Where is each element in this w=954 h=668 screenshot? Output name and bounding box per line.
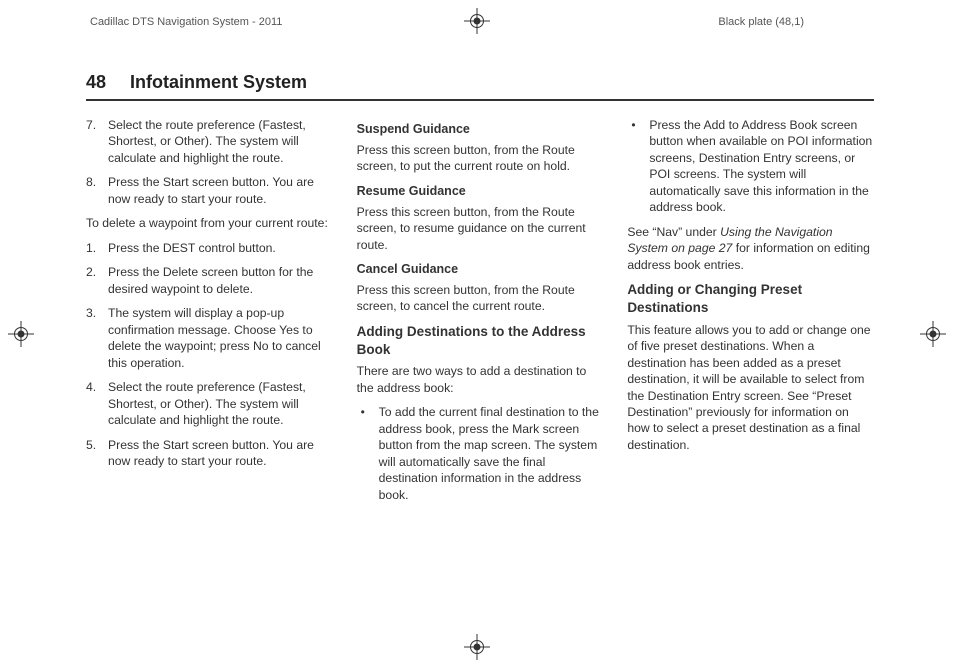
list-number: 4. (86, 379, 104, 395)
list-number: 8. (86, 174, 104, 190)
heading-cancel-guidance: Cancel Guidance (357, 261, 604, 278)
paragraph: There are two ways to add a destination … (357, 363, 604, 396)
body-columns: 7.Select the route preference (Fastest, … (86, 117, 874, 511)
register-mark-icon (464, 634, 490, 660)
list-item: Press the Add to Address Book screen but… (627, 117, 874, 216)
bullet-list-add-address-continued: Press the Add to Address Book screen but… (627, 117, 874, 216)
list-item: To add the current final destination to … (357, 404, 604, 503)
block-add-address-book: Adding Destinations to the Address Book … (357, 323, 604, 503)
page-number: 48 (86, 72, 106, 93)
list-item: 4.Select the route preference (Fastest, … (86, 379, 333, 428)
block-cancel-guidance: Cancel Guidance Press this screen button… (357, 261, 604, 315)
register-mark-icon (8, 321, 34, 347)
list-text: Press the Add to Address Book screen but… (649, 118, 872, 214)
heading-add-address-book: Adding Destinations to the Address Book (357, 323, 604, 359)
block-suspend-guidance: Suspend Guidance Press this screen butto… (357, 121, 604, 175)
page: Cadillac DTS Navigation System - 2011 Bl… (0, 0, 954, 668)
paragraph-see-nav: See “Nav” under Using the Navigation Sys… (627, 224, 874, 273)
list-text: To add the current final destination to … (379, 405, 599, 501)
text: See “Nav” under (627, 225, 720, 239)
list-number: 3. (86, 305, 104, 321)
bullet-list-add-address: To add the current final destination to … (357, 404, 604, 503)
list-item: 8.Press the Start screen button. You are… (86, 174, 333, 207)
list-item: 3.The system will display a pop-up confi… (86, 305, 333, 371)
block-resume-guidance: Resume Guidance Press this screen button… (357, 183, 604, 253)
list-item: 1. Press the DEST control button. (86, 240, 333, 256)
heading-resume-guidance: Resume Guidance (357, 183, 604, 200)
list-text: Select the route preference (Fastest, Sh… (108, 118, 306, 165)
paragraph: To delete a waypoint from your current r… (86, 215, 333, 231)
ordered-list-continue: 7.Select the route preference (Fastest, … (86, 117, 333, 207)
register-mark-icon (920, 321, 946, 347)
list-text: Press the Delete screen button for the d… (108, 265, 313, 295)
heading-preset-destinations: Adding or Changing Preset Destinations (627, 281, 874, 317)
block-preset-destinations: Adding or Changing Preset Destinations T… (627, 281, 874, 453)
heading-suspend-guidance: Suspend Guidance (357, 121, 604, 138)
list-number: 5. (86, 437, 104, 453)
list-item: 2.Press the Delete screen button for the… (86, 264, 333, 297)
list-text: Press the Start screen button. You are n… (108, 175, 314, 205)
section-title: Infotainment System (130, 72, 307, 93)
list-number: 1. (86, 240, 104, 256)
list-item: 5.Press the Start screen button. You are… (86, 437, 333, 470)
ordered-list-delete-waypoint: 1.Press the DEST control button. 2.Press… (86, 240, 333, 470)
list-text: Select the route preference (Fastest, Sh… (108, 380, 306, 427)
content-frame: 48 Infotainment System 7.Select the rout… (86, 72, 874, 511)
paragraph: Press this screen button, from the Route… (357, 282, 604, 315)
list-text: The system will display a pop-up confirm… (108, 306, 321, 369)
paragraph: Press this screen button, from the Route… (357, 204, 604, 253)
list-text: Press the Start screen button. You are n… (108, 438, 314, 468)
section-header: 48 Infotainment System (86, 72, 874, 101)
list-text: Press the DEST control button. (108, 241, 276, 255)
list-number: 7. (86, 117, 104, 133)
list-number: 2. (86, 264, 104, 280)
register-mark-icon (464, 8, 490, 34)
running-header-right: Black plate (48,1) (718, 16, 804, 28)
paragraph: This feature allows you to add or change… (627, 322, 874, 454)
running-header-left: Cadillac DTS Navigation System - 2011 (90, 16, 282, 28)
list-item: 7.Select the route preference (Fastest, … (86, 117, 333, 166)
paragraph: Press this screen button, from the Route… (357, 142, 604, 175)
